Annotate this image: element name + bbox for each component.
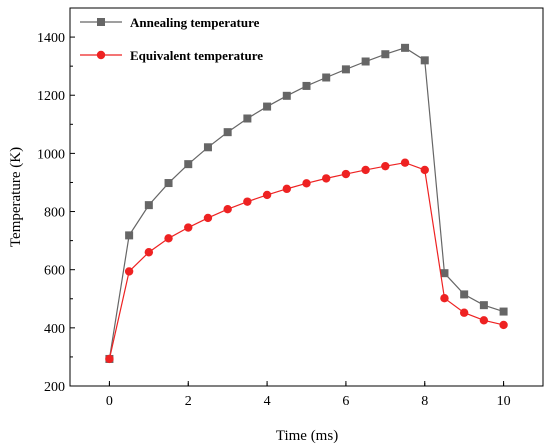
series-line-equivalent — [108, 162, 504, 360]
data-point-circle — [400, 158, 410, 167]
data-point-square — [322, 73, 331, 82]
data-point-square — [144, 201, 153, 210]
data-point-square — [243, 114, 252, 123]
data-point-square — [125, 231, 134, 240]
x-axis-ticks: 0 2 4 6 8 10 — [106, 381, 511, 409]
legend-marker-square — [97, 18, 105, 26]
data-point-circle — [282, 184, 291, 194]
data-point-circle — [105, 354, 114, 364]
legend-label-equivalent: Equivalent temperature — [130, 48, 263, 63]
data-point-circle — [203, 213, 213, 223]
x-axis-title: Time (ms) — [276, 428, 338, 444]
legend-entry-equivalent: Equivalent temperature — [80, 48, 263, 63]
data-point-circle — [440, 293, 449, 303]
data-point-circle — [499, 320, 508, 330]
data-point-square — [361, 57, 370, 66]
data-point-square — [164, 179, 173, 188]
data-point-square — [203, 143, 212, 152]
data-point-square — [263, 102, 272, 111]
y-axis-ticks: 200 400 600 800 1000 1200 1400 — [37, 31, 75, 395]
data-point-square — [302, 81, 311, 90]
y-tick-label: 1000 — [37, 147, 65, 162]
y-tick-label: 800 — [44, 206, 65, 221]
y-tick-label: 600 — [44, 264, 65, 279]
legend-marker-circle — [96, 50, 106, 60]
legend: Annealing temperature Equivalent tempera… — [80, 15, 263, 63]
data-point-circle — [322, 174, 331, 183]
data-point-circle — [223, 205, 232, 214]
y-tick-label: 200 — [44, 380, 65, 395]
data-point-circle — [381, 161, 390, 171]
y-tick-label: 1400 — [37, 31, 65, 46]
x-tick-label: 4 — [264, 394, 271, 409]
x-tick-label: 2 — [185, 394, 192, 409]
y-tick-label: 1200 — [37, 89, 65, 104]
legend-label-annealing: Annealing temperature — [130, 15, 260, 30]
x-tick-label: 10 — [497, 394, 511, 409]
y-tick-label: 400 — [44, 322, 65, 337]
data-point-circle — [302, 179, 311, 188]
legend-entry-annealing: Annealing temperature — [80, 15, 260, 30]
x-tick-label: 8 — [421, 394, 428, 409]
y-axis-title: Temperature (K) — [8, 147, 24, 247]
data-point-circle — [262, 190, 272, 200]
data-point-square — [184, 160, 193, 169]
data-point-square — [223, 128, 232, 137]
data-point-circle — [124, 267, 134, 276]
series-line-annealing — [108, 47, 504, 360]
data-point-circle — [479, 316, 489, 325]
data-point-circle — [184, 223, 193, 232]
series-layer — [105, 43, 508, 364]
data-point-circle — [459, 308, 469, 317]
data-point-circle — [361, 165, 370, 175]
x-tick-label: 6 — [342, 394, 349, 409]
data-point-circle — [164, 234, 173, 243]
data-point-circle — [144, 248, 154, 257]
data-point-square — [460, 290, 469, 299]
data-point-square — [499, 307, 508, 316]
data-point-circle — [341, 169, 351, 179]
data-point-square — [420, 56, 429, 65]
data-point-square — [341, 65, 350, 74]
data-point-square — [479, 301, 488, 310]
data-point-square — [282, 91, 291, 100]
data-point-circle — [420, 165, 429, 175]
data-point-square — [440, 269, 449, 278]
data-point-square — [381, 50, 390, 59]
data-point-circle — [243, 197, 252, 206]
x-tick-label: 0 — [106, 394, 113, 409]
plot-frame — [69, 7, 544, 387]
data-point-square — [401, 43, 410, 52]
